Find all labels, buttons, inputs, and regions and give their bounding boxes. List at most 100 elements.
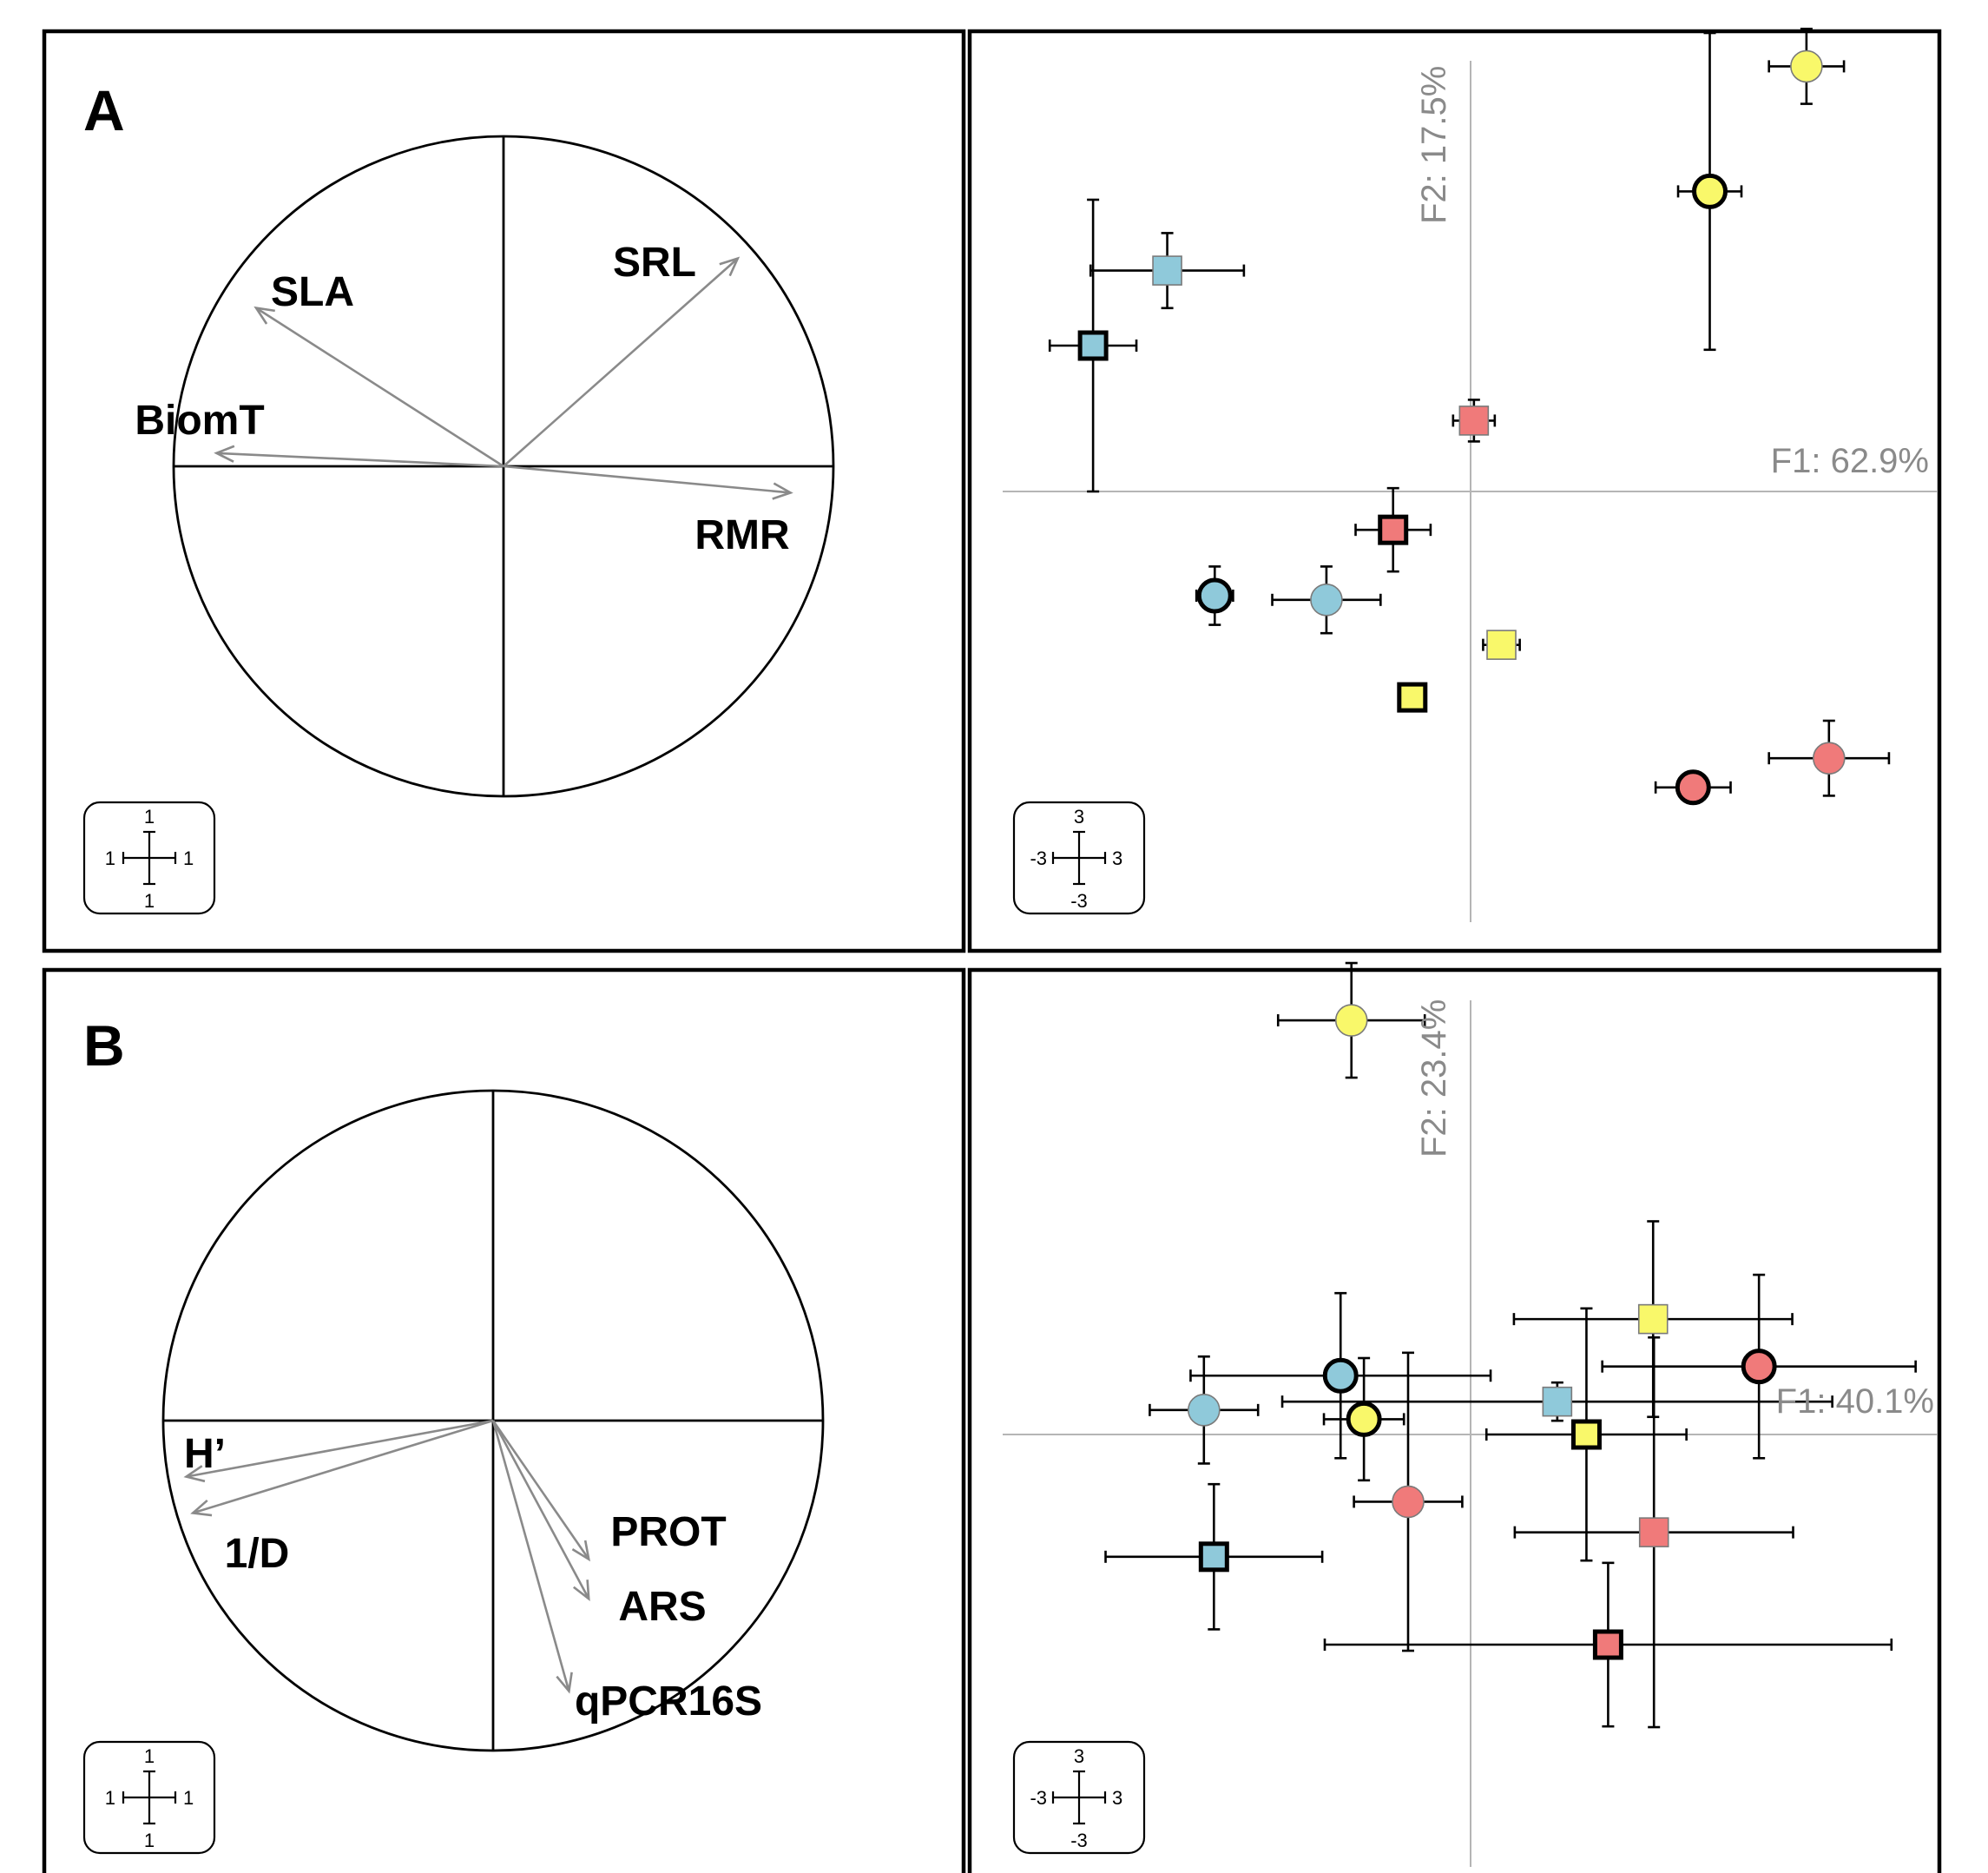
- factor-map-a: [1003, 27, 1938, 922]
- point-marker: [1542, 1386, 1573, 1417]
- vector-prot-arrowhead: [571, 1540, 591, 1562]
- vector-label-prot: PROT: [610, 1509, 726, 1555]
- point-red-circle: [1767, 719, 1891, 797]
- scale-bottom: 1: [144, 890, 155, 912]
- point-yellow-square-bold: [1397, 682, 1428, 713]
- point-marker: [1188, 1394, 1221, 1427]
- point-red-circle: [1353, 1351, 1464, 1652]
- point-marker: [1334, 1004, 1368, 1037]
- vector-ars: [491, 1420, 590, 1599]
- scale-top: 1: [144, 806, 155, 828]
- point-marker: [1486, 630, 1517, 660]
- point-blue-square: [1280, 1381, 1833, 1422]
- point-marker: [1790, 49, 1823, 83]
- point-yellow-square: [1482, 630, 1521, 660]
- correlation-circle-a: SLA SRL BiomT RMR: [135, 135, 835, 798]
- point-marker: [1378, 514, 1409, 545]
- scale-left: -3: [1030, 1787, 1047, 1809]
- point-marker: [1458, 406, 1490, 436]
- panel-b-left-frame: [42, 967, 966, 1873]
- vector-label-rmr: RMR: [694, 512, 789, 558]
- point-marker: [1692, 173, 1728, 209]
- vector-qpcr16s-arrowhead: [556, 1672, 573, 1694]
- scale-left: 1: [105, 1787, 115, 1809]
- factor-map-b-x-label: F1: 40.1%: [1776, 1382, 1934, 1421]
- point-marker: [1152, 255, 1182, 286]
- vector-1-d-arrowhead: [190, 1499, 213, 1517]
- point-blue-circle-bold: [1195, 565, 1234, 626]
- point-marker: [1310, 583, 1343, 617]
- scale-key-a-right: 3 -3 -3 3: [1012, 801, 1146, 915]
- vector-label-sla: SLA: [271, 269, 354, 315]
- point-yellow-circle: [1767, 27, 1846, 105]
- point-yellow-circle-bold: [1322, 1356, 1405, 1482]
- scale-key-b-left: 1 1 1 1: [82, 1740, 216, 1855]
- point-marker: [1392, 1485, 1425, 1519]
- panel-a-left-frame: [42, 29, 966, 953]
- vector-biomt: [216, 452, 504, 468]
- scale-top: 3: [1074, 806, 1084, 828]
- point-blue-square-bold: [1048, 198, 1138, 493]
- point-marker: [1592, 1629, 1623, 1660]
- point-marker: [1675, 769, 1711, 806]
- factor-map-a-x-label: F1: 62.9%: [1771, 442, 1929, 480]
- scale-key-a-left: 1 1 1 1: [82, 801, 216, 915]
- factor-map-b: [1003, 961, 1938, 1867]
- vector-prot: [491, 1420, 590, 1560]
- point-marker: [1637, 1303, 1669, 1335]
- point-marker: [1322, 1357, 1359, 1394]
- factor-map-b-y-label: F2: 23.4%: [1415, 999, 1453, 1157]
- panel-b-right-frame: [967, 967, 1942, 1873]
- vector-label-srl: SRL: [613, 240, 696, 286]
- point-marker: [1077, 330, 1109, 361]
- factor-map-a-y-label: F2: 17.5%: [1415, 66, 1453, 224]
- panel-a-right-frame: [967, 29, 1942, 953]
- point-yellow-circle: [1276, 961, 1426, 1079]
- vector-rmr: [503, 465, 791, 494]
- point-red-square-bold: [1323, 1561, 1893, 1728]
- point-marker: [1397, 682, 1428, 713]
- point-blue-square-bold: [1104, 1482, 1324, 1631]
- scale-right: 3: [1112, 1787, 1122, 1809]
- vector-h-arrowhead: [183, 1465, 206, 1483]
- vector-h: [186, 1419, 494, 1478]
- scale-bottom: -3: [1070, 890, 1088, 912]
- point-marker: [1570, 1419, 1602, 1450]
- point-marker: [1638, 1517, 1669, 1547]
- scale-left: 1: [105, 847, 115, 869]
- vector-label-1-d: 1/D: [225, 1531, 290, 1577]
- point-marker: [1196, 577, 1233, 614]
- vector-biomt-arrowhead: [214, 445, 235, 463]
- vector-ars-arrowhead: [572, 1580, 590, 1602]
- panel-letter-b: B: [83, 1013, 125, 1078]
- scale-bottom: -3: [1070, 1830, 1088, 1851]
- point-yellow-square: [1512, 1220, 1794, 1419]
- point-blue-circle-bold: [1189, 1291, 1492, 1460]
- point-marker: [1741, 1349, 1777, 1385]
- vector-qpcr16s: [491, 1420, 570, 1692]
- vector-label-ars: ARS: [618, 1584, 706, 1630]
- point-marker: [1813, 742, 1846, 775]
- scale-top: 3: [1074, 1745, 1084, 1767]
- vector-srl-arrowhead: [719, 256, 741, 277]
- point-red-circle-bold: [1654, 769, 1732, 806]
- scale-right: 3: [1112, 847, 1122, 869]
- scale-left: -3: [1030, 847, 1047, 869]
- point-yellow-circle-bold: [1676, 31, 1743, 352]
- scale-top: 1: [144, 1745, 155, 1767]
- scale-right: 1: [183, 847, 194, 869]
- point-red-square: [1452, 399, 1497, 443]
- point-marker: [1346, 1401, 1382, 1437]
- vector-sla: [255, 307, 504, 468]
- point-marker: [1198, 1541, 1229, 1573]
- vector-label-biomt: BiomT: [135, 398, 264, 444]
- point-blue-square: [1089, 232, 1246, 310]
- vector-label-h: H’: [184, 1431, 226, 1477]
- vector-sla-arrowhead: [253, 306, 275, 325]
- point-blue-circle: [1149, 1355, 1260, 1465]
- point-red-circle-bold: [1601, 1273, 1917, 1460]
- point-red-square: [1513, 1336, 1794, 1729]
- vector-rmr-arrowhead: [772, 482, 793, 500]
- point-red-square-bold: [1354, 486, 1432, 573]
- vector-1-d: [192, 1419, 494, 1514]
